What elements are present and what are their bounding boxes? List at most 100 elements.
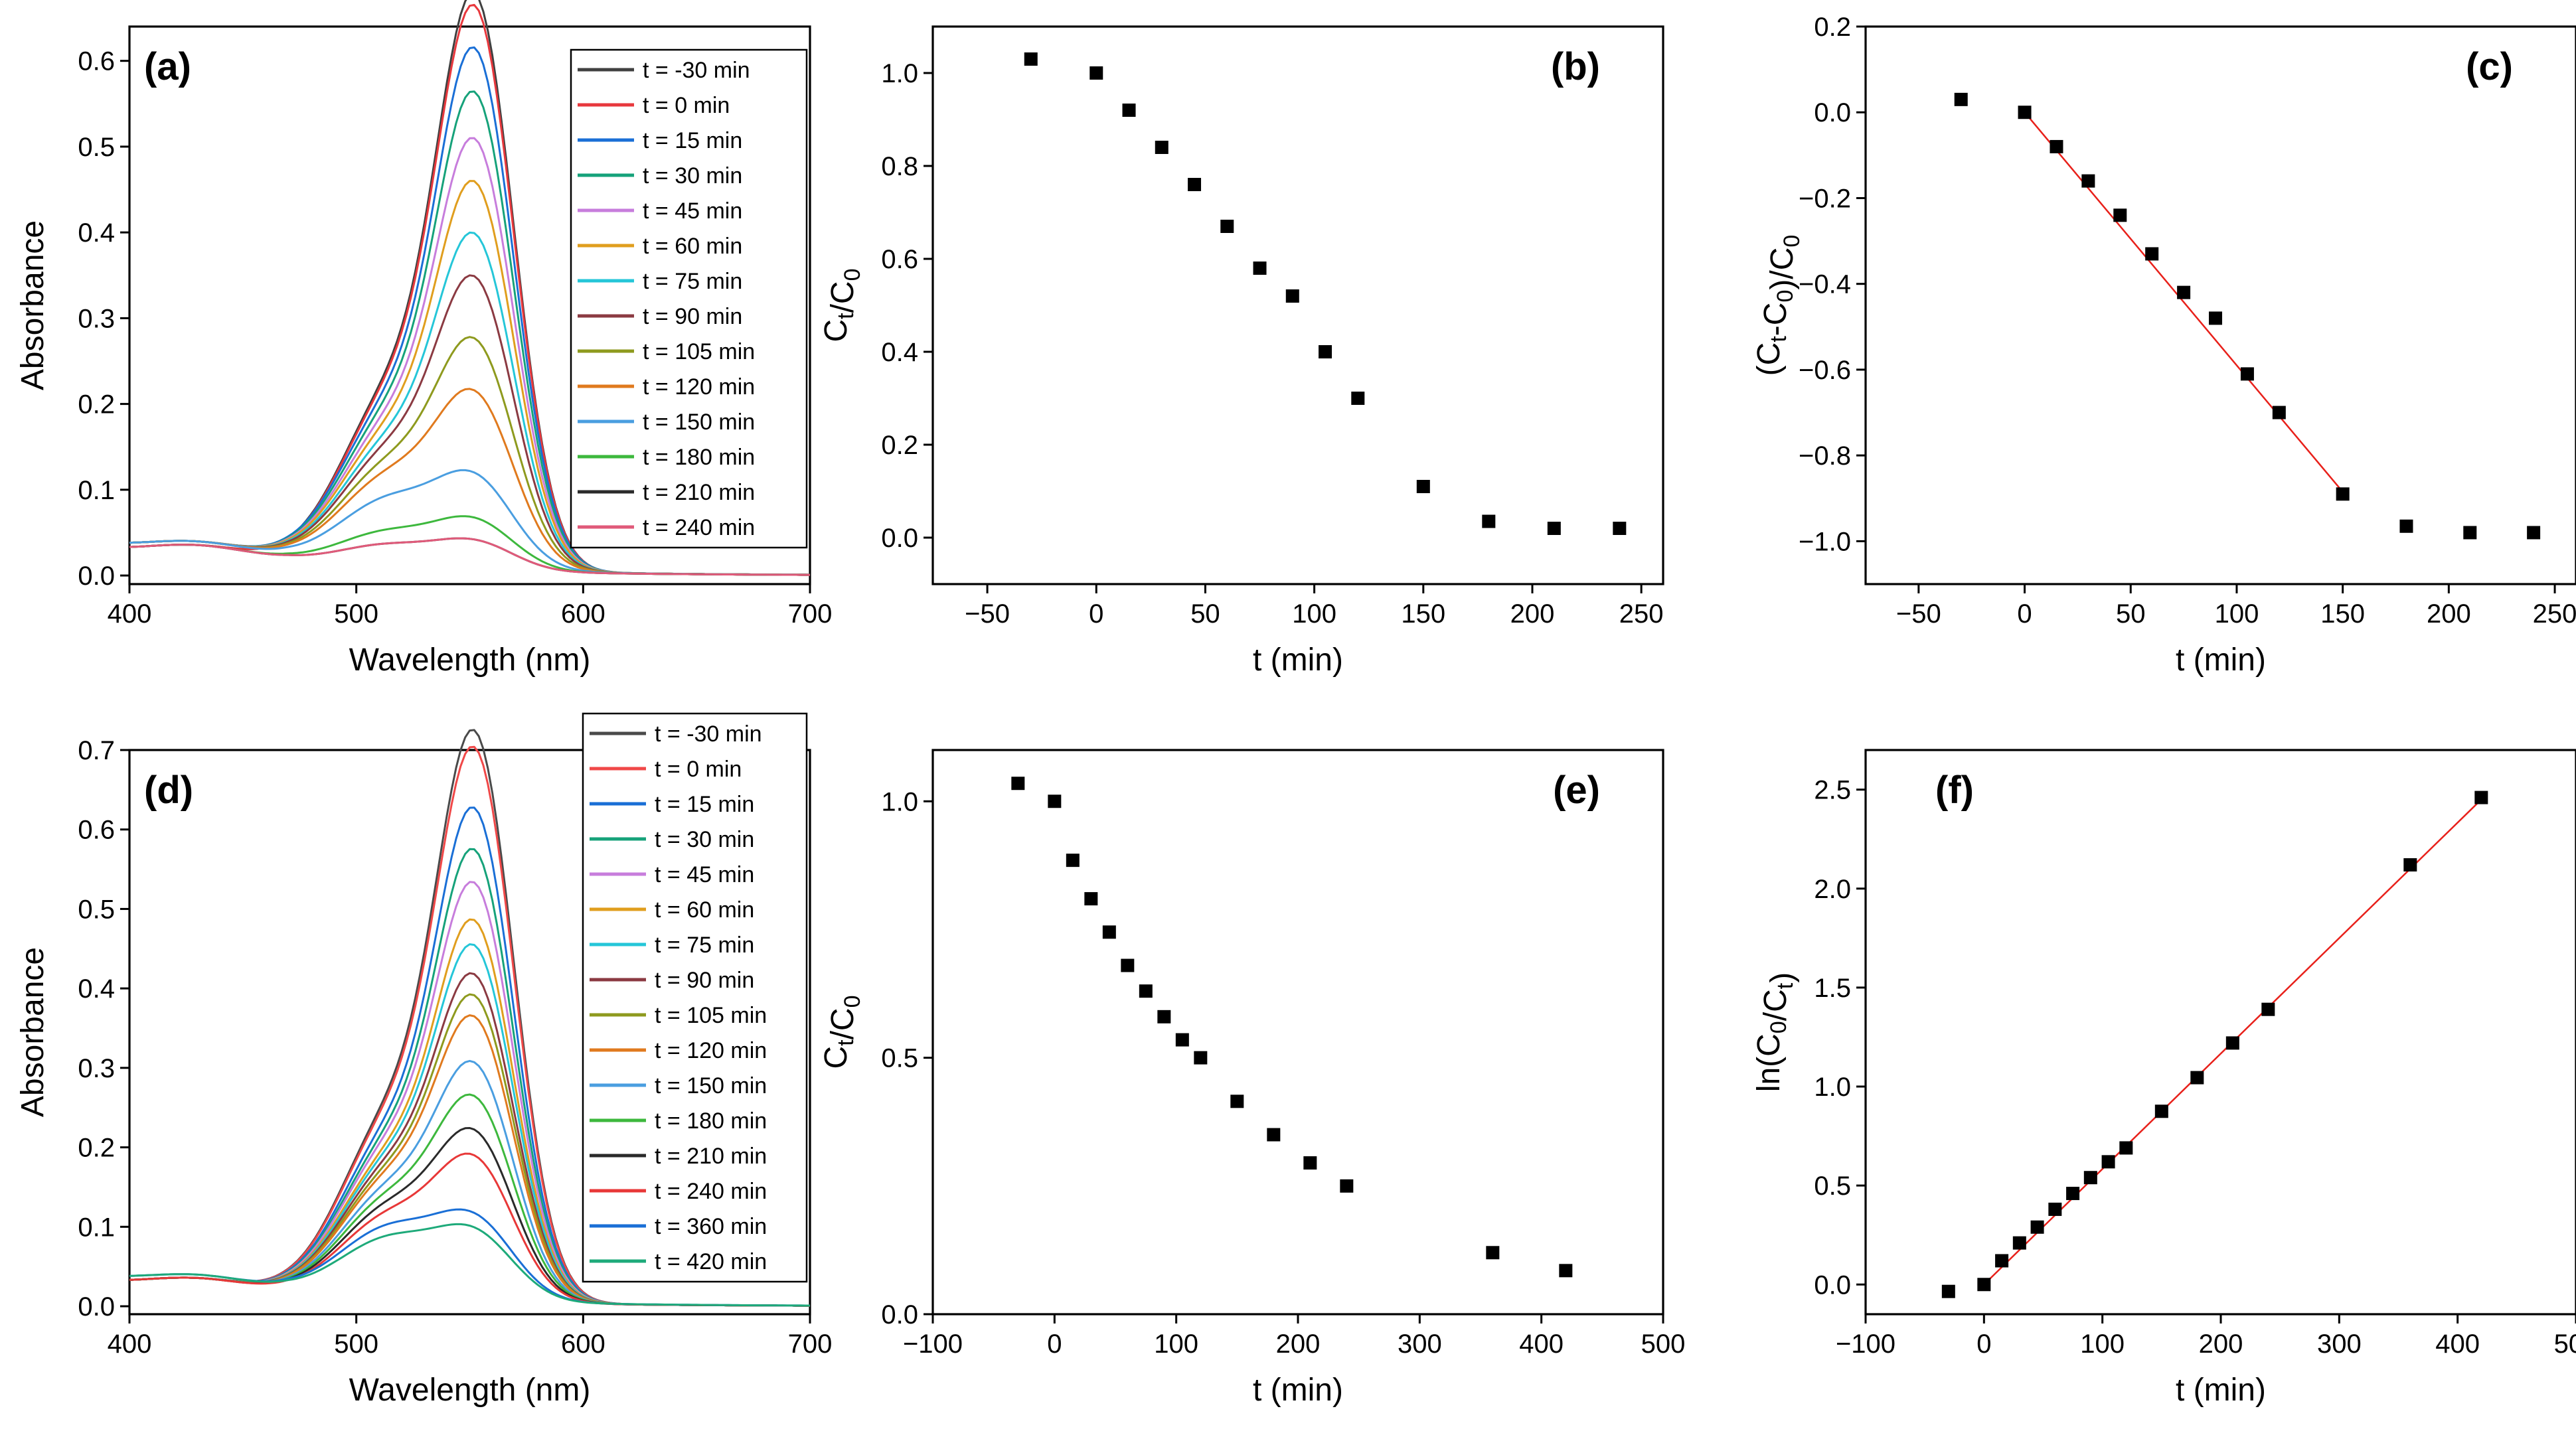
legend-entry: t = 90 min (655, 968, 754, 993)
chart-panel-f: −100 0 100 200 300 400 500 0.0 0.5 1.0 1.5 2.0 2.5 t … (1751, 749, 2576, 1408)
data-point (1995, 1254, 2009, 1268)
legend-entry: t = 420 min (655, 1249, 767, 1274)
y-tick-label: 0.0 (1814, 98, 1851, 127)
y-axis-title: Ct/C0 (819, 268, 865, 342)
x-tick-label: 500 (334, 1329, 378, 1359)
data-point (1011, 777, 1025, 791)
y-tick-label: 0.2 (881, 431, 918, 460)
data-point (1175, 1033, 1189, 1047)
data-point (1977, 1278, 1991, 1292)
y-tick-label: 2.0 (1814, 875, 1851, 904)
x-axis-title: t (min) (2176, 642, 2266, 678)
data-point (2018, 106, 2032, 119)
legend-entry: t = -30 min (643, 58, 750, 83)
x-tick-label: 200 (2199, 1329, 2243, 1359)
data-point (1230, 1095, 1244, 1108)
data-point (2190, 1071, 2204, 1085)
x-axis-title: t (min) (1253, 1373, 1343, 1408)
data-point (1416, 480, 1430, 493)
data-point (1954, 92, 1968, 106)
y-tick-label: 2.5 (1814, 776, 1851, 805)
legend-entry: t = 360 min (655, 1214, 767, 1239)
data-point (2050, 139, 2063, 153)
data-point (1188, 178, 1202, 191)
y-tick-label: 0.0 (881, 1300, 918, 1329)
series-line (129, 1223, 810, 1307)
x-axis-title: t (min) (1253, 642, 1343, 678)
chart-panel-d: 400 500 600 700 0.0 0.1 0.2 0.3 0.4 0.5 0.6 0.7 Wave… (15, 712, 832, 1408)
x-tick-label: 200 (1276, 1329, 1321, 1359)
y-tick-label: −0.4 (1799, 270, 1851, 299)
data-point (2083, 1171, 2097, 1185)
data-point (1482, 514, 1496, 528)
y-tick-label: 0.0 (1814, 1270, 1851, 1300)
series-line (129, 537, 810, 576)
data-point (2081, 174, 2095, 188)
y-tick-label: 0.2 (78, 1134, 115, 1163)
panel-label: (e) (1553, 769, 1600, 812)
y-axis-title: (Ct-C0)/C0 (1751, 235, 1805, 376)
data-point (2336, 487, 2350, 501)
y-tick-label: 0.6 (78, 47, 115, 76)
data-point (2154, 1104, 2168, 1118)
legend-entry: t = 210 min (643, 480, 755, 505)
x-tick-label: 100 (2215, 599, 2259, 629)
legend-entry: t = 60 min (655, 897, 754, 923)
x-axis-title: t (min) (2176, 1373, 2266, 1408)
legend-entry: t = 120 min (655, 1038, 767, 1063)
data-point (1089, 66, 1103, 80)
x-tick-label: 100 (2080, 1329, 2125, 1359)
legend-entry: t = 105 min (643, 339, 755, 364)
legend-entry: t = 150 min (643, 410, 755, 435)
data-point (2403, 858, 2417, 871)
data-point (1122, 104, 1136, 117)
chart-panel-c: −50 0 50 100 150 200 250 −1.0 −0.8 −0.6 −0.4 −0.2 0.… (1751, 13, 2576, 678)
legend-entry: t = 60 min (643, 234, 742, 259)
data-point (1155, 141, 1168, 154)
data-point (1066, 854, 1080, 868)
legend-entry: t = 120 min (643, 374, 755, 400)
x-tick-label: 200 (2427, 599, 2471, 629)
data-point (1194, 1051, 1208, 1065)
y-tick-label: 1.5 (1814, 974, 1851, 1003)
data-point (2012, 1236, 2026, 1250)
data-point (2177, 285, 2191, 299)
legend: t = -30 min t = 0 min t = 15 min t = 30 min… (570, 48, 808, 549)
data-point (1303, 1156, 1317, 1170)
x-axis-title: Wavelength (nm) (349, 642, 591, 678)
legend-entry: t = 45 min (643, 198, 742, 224)
y-tick-label: 0.5 (1814, 1171, 1851, 1201)
legend-entry: t = 75 min (655, 933, 754, 958)
legend-entry: t = 45 min (655, 862, 754, 887)
x-tick-label: 200 (1510, 599, 1555, 629)
data-point (1613, 522, 1627, 535)
data-point (2119, 1141, 2133, 1155)
data-point (2030, 1220, 2044, 1234)
chart-panel-a: 400 500 600 700 0.0 0.1 0.2 0.3 0.4 0.5 0.6 Wavelen… (15, 0, 832, 678)
data-point (1220, 220, 1234, 233)
chart-panel-e: −100 0 100 200 300 400 500 0.0 0.5 1.0 t (min) Ct/C… (819, 749, 1685, 1408)
y-tick-label: 0.6 (881, 245, 918, 274)
legend-entry: t = -30 min (655, 721, 762, 747)
legend-entry: t = 30 min (655, 827, 754, 852)
legend-box (582, 712, 808, 1283)
y-tick-label: 0.4 (78, 974, 115, 1004)
y-tick-label: −0.6 (1799, 356, 1851, 385)
y-tick-label: 0.7 (78, 736, 115, 765)
x-tick-label: 600 (561, 599, 605, 629)
data-point (2474, 791, 2488, 804)
plot-frame (1864, 25, 2576, 585)
data-point (2261, 1002, 2275, 1016)
y-tick-label: 0.5 (881, 1044, 918, 1073)
x-tick-label: −100 (1836, 1329, 1895, 1359)
x-tick-label: 500 (334, 599, 378, 629)
data-point (2113, 208, 2127, 222)
y-tick-label: 0.3 (78, 304, 115, 333)
data-point (1121, 958, 1135, 972)
x-tick-label: 0 (2017, 599, 2032, 629)
x-tick-label: 0 (1047, 1329, 1062, 1359)
x-tick-label: 150 (2320, 599, 2365, 629)
legend: t = -30 min t = 0 min t = 15 min t = 30 min… (582, 712, 808, 1283)
x-tick-label: 300 (1398, 1329, 1442, 1359)
y-axis-title: ln(C0/Ct) (1751, 972, 1800, 1092)
